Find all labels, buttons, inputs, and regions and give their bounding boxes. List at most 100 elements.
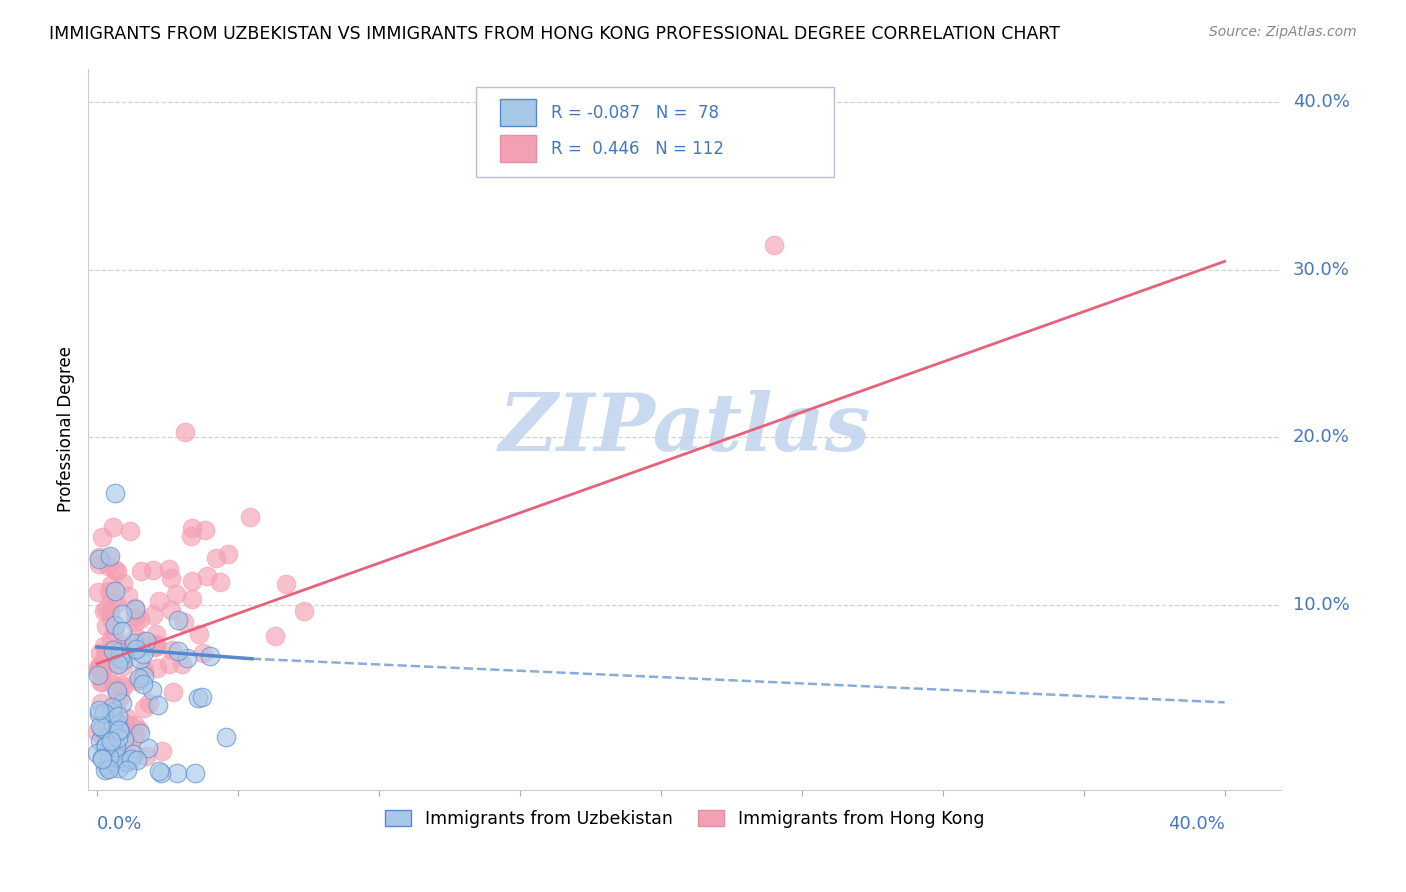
- Point: [114, 755, 136, 769]
- Point: [292, 604, 315, 618]
- Point: [105, 681, 128, 695]
- Point: [89, 552, 111, 566]
- Point: [104, 617, 127, 632]
- Point: [132, 701, 155, 715]
- Point: [143, 640, 166, 655]
- Point: [128, 612, 150, 626]
- Point: [117, 711, 139, 725]
- Point: [86, 667, 108, 681]
- Point: [108, 690, 131, 704]
- Point: [135, 634, 157, 648]
- Point: [101, 677, 124, 691]
- Point: [105, 751, 128, 765]
- Point: [149, 765, 172, 780]
- Point: [215, 730, 238, 744]
- Point: [97, 558, 120, 573]
- Point: [117, 589, 139, 603]
- Point: [129, 726, 152, 740]
- Point: [129, 640, 152, 654]
- Point: [98, 549, 121, 564]
- Point: [131, 677, 153, 691]
- Point: [93, 706, 115, 720]
- Point: [132, 663, 155, 677]
- Point: [111, 680, 134, 694]
- Point: [89, 733, 111, 747]
- Point: [148, 698, 170, 712]
- Point: [93, 661, 115, 675]
- Point: [138, 697, 160, 711]
- Point: [124, 718, 146, 732]
- Point: [105, 749, 128, 764]
- Point: [100, 578, 122, 592]
- Point: [176, 650, 198, 665]
- Point: [91, 530, 114, 544]
- Point: [101, 699, 124, 714]
- Text: 0.0%: 0.0%: [97, 814, 142, 833]
- Point: [87, 558, 110, 572]
- Point: [111, 624, 134, 639]
- Point: [94, 739, 117, 753]
- Point: [141, 683, 163, 698]
- Point: [118, 524, 141, 538]
- Point: [200, 648, 222, 663]
- Point: [124, 729, 146, 743]
- Point: [94, 602, 117, 616]
- Point: [94, 648, 117, 663]
- Point: [101, 642, 124, 657]
- Point: [121, 640, 143, 655]
- Point: [125, 631, 148, 645]
- Point: [87, 663, 110, 677]
- Point: [146, 660, 169, 674]
- Point: [122, 641, 145, 656]
- Point: [103, 625, 125, 640]
- Point: [148, 764, 170, 778]
- Point: [111, 607, 134, 622]
- Point: [108, 723, 131, 738]
- Point: [86, 724, 108, 739]
- Point: [104, 485, 127, 500]
- Point: [125, 673, 148, 688]
- Point: [97, 550, 120, 565]
- Point: [167, 644, 190, 658]
- Point: [122, 636, 145, 650]
- Point: [100, 594, 122, 608]
- Point: [107, 761, 129, 775]
- Point: [191, 690, 214, 704]
- Point: [89, 719, 111, 733]
- Point: [124, 615, 146, 629]
- Point: [184, 765, 207, 780]
- Point: [87, 549, 110, 564]
- Point: [98, 762, 121, 776]
- Text: R =  0.446   N = 112: R = 0.446 N = 112: [551, 139, 724, 158]
- Point: [105, 699, 128, 714]
- Point: [98, 584, 121, 599]
- Point: [89, 646, 111, 660]
- Point: [100, 734, 122, 748]
- Point: [131, 647, 153, 661]
- Text: ZIPatlas: ZIPatlas: [499, 391, 870, 467]
- Point: [115, 716, 138, 731]
- Point: [166, 765, 188, 780]
- Point: [217, 547, 239, 561]
- Text: 30.0%: 30.0%: [1294, 260, 1350, 278]
- Point: [107, 751, 129, 765]
- Point: [165, 587, 187, 601]
- Point: [167, 613, 190, 627]
- Point: [131, 633, 153, 648]
- Point: [194, 524, 217, 538]
- Point: [128, 652, 150, 666]
- FancyBboxPatch shape: [477, 87, 834, 177]
- Point: [132, 669, 155, 683]
- Point: [145, 626, 167, 640]
- Text: IMMIGRANTS FROM UZBEKISTAN VS IMMIGRANTS FROM HONG KONG PROFESSIONAL DEGREE CORR: IMMIGRANTS FROM UZBEKISTAN VS IMMIGRANTS…: [49, 25, 1060, 43]
- Point: [180, 521, 202, 535]
- Point: [110, 651, 132, 665]
- Point: [239, 510, 262, 524]
- Point: [101, 706, 124, 720]
- Point: [112, 731, 135, 746]
- Point: [105, 683, 128, 698]
- Point: [129, 564, 152, 578]
- Point: [122, 747, 145, 761]
- Point: [120, 752, 142, 766]
- Point: [108, 749, 131, 764]
